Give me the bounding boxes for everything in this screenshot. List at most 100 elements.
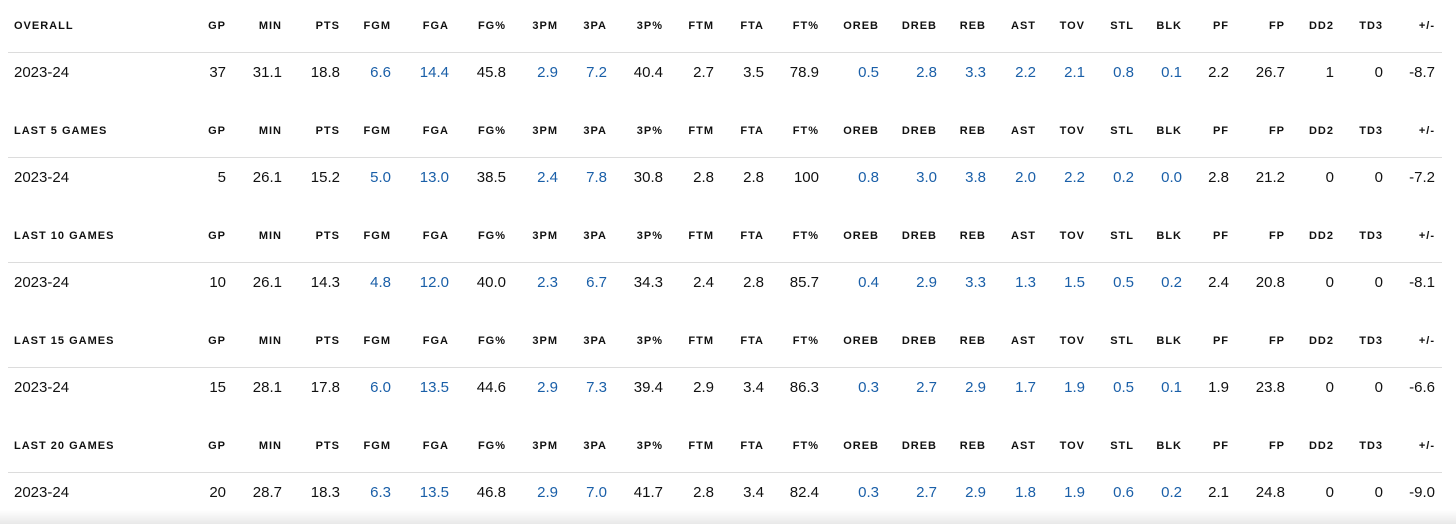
column-header-3pa: 3PA	[561, 105, 607, 157]
stat-3pm-link[interactable]: 2.4	[512, 158, 558, 196]
stat-td3-value: 0	[1337, 368, 1383, 406]
stat-3p-pct-value: 40.4	[617, 53, 663, 91]
stat-3pm-link[interactable]: 2.9	[512, 368, 558, 406]
column-header-3pm: 3PM	[512, 420, 558, 472]
column-header-ast: AST	[990, 0, 1036, 52]
stat-oreb-link[interactable]: 0.4	[833, 263, 879, 301]
stat-dreb-link[interactable]: 2.7	[891, 473, 937, 511]
column-header-3p-pct: 3P%	[617, 0, 663, 52]
stat-blk-link[interactable]: 0.2	[1136, 473, 1182, 511]
stat-ast-link[interactable]: 1.8	[990, 473, 1036, 511]
column-header-ftm: FTM	[668, 315, 714, 367]
column-header-stl: STL	[1088, 420, 1134, 472]
stat-fp-value: 26.7	[1239, 53, 1285, 91]
stat-dreb-link[interactable]: 3.0	[891, 158, 937, 196]
stat-stl-link[interactable]: 0.5	[1088, 263, 1134, 301]
column-header-fga: FGA	[403, 210, 449, 262]
stat-blk-link[interactable]: 0.0	[1136, 158, 1182, 196]
stat-dd2-value: 0	[1288, 368, 1334, 406]
stat-tov-link[interactable]: 1.5	[1039, 263, 1085, 301]
stat-stl-link[interactable]: 0.5	[1088, 368, 1134, 406]
column-header-fp: FP	[1239, 105, 1285, 157]
column-header-fgm: FGM	[345, 210, 391, 262]
stat-3pa-link[interactable]: 7.0	[561, 473, 607, 511]
column-header-fp: FP	[1239, 315, 1285, 367]
stat-fga-link[interactable]: 12.0	[403, 263, 449, 301]
stat-reb-link[interactable]: 3.3	[940, 263, 986, 301]
stat-ftm-value: 2.9	[668, 368, 714, 406]
stat-3pm-link[interactable]: 2.9	[512, 53, 558, 91]
column-header-blk: BLK	[1136, 0, 1182, 52]
column-header-3pa: 3PA	[561, 315, 607, 367]
stat-3pa-link[interactable]: 6.7	[561, 263, 607, 301]
stat-fga-link[interactable]: 13.5	[403, 368, 449, 406]
stat-3pm-link[interactable]: 2.9	[512, 473, 558, 511]
stat-plus-minus-value: -8.7	[1389, 53, 1435, 91]
column-header-min: MIN	[236, 105, 282, 157]
stat-3pa-link[interactable]: 7.2	[561, 53, 607, 91]
stat-plus-minus-value: -6.6	[1389, 368, 1435, 406]
stat-3pa-link[interactable]: 7.3	[561, 368, 607, 406]
stat-ftm-value: 2.4	[668, 263, 714, 301]
stat-ast-link[interactable]: 1.7	[990, 368, 1036, 406]
section-title: LAST 15 GAMES	[14, 315, 114, 367]
column-header-stl: STL	[1088, 105, 1134, 157]
column-header-reb: REB	[940, 315, 986, 367]
column-header-ft-pct: FT%	[773, 105, 819, 157]
stat-gp-value: 10	[180, 263, 226, 301]
stat-oreb-link[interactable]: 0.3	[833, 473, 879, 511]
stat-tov-link[interactable]: 1.9	[1039, 368, 1085, 406]
stat-ast-link[interactable]: 2.0	[990, 158, 1036, 196]
column-header-gp: GP	[180, 0, 226, 52]
stat-reb-link[interactable]: 3.3	[940, 53, 986, 91]
column-header-plus-minus: +/-	[1389, 210, 1435, 262]
stat-oreb-link[interactable]: 0.5	[833, 53, 879, 91]
column-header-fga: FGA	[403, 315, 449, 367]
column-header-blk: BLK	[1136, 105, 1182, 157]
stat-ast-link[interactable]: 2.2	[990, 53, 1036, 91]
stat-fta-value: 3.4	[718, 368, 764, 406]
stat-fgm-link[interactable]: 5.0	[345, 158, 391, 196]
column-header-plus-minus: +/-	[1389, 315, 1435, 367]
column-header-pf: PF	[1183, 0, 1229, 52]
stat-blk-link[interactable]: 0.1	[1136, 368, 1182, 406]
column-header-ft-pct: FT%	[773, 0, 819, 52]
column-header-fg-pct: FG%	[460, 315, 506, 367]
stat-3pm-link[interactable]: 2.3	[512, 263, 558, 301]
stat-fga-link[interactable]: 13.5	[403, 473, 449, 511]
stat-reb-link[interactable]: 2.9	[940, 368, 986, 406]
column-header-3pm: 3PM	[512, 105, 558, 157]
stat-fgm-link[interactable]: 6.0	[345, 368, 391, 406]
stat-pf-value: 2.1	[1183, 473, 1229, 511]
stat-fta-value: 3.5	[718, 53, 764, 91]
stat-oreb-link[interactable]: 0.8	[833, 158, 879, 196]
stat-blk-link[interactable]: 0.1	[1136, 53, 1182, 91]
stat-fgm-link[interactable]: 6.3	[345, 473, 391, 511]
stat-reb-link[interactable]: 2.9	[940, 473, 986, 511]
stat-dreb-link[interactable]: 2.9	[891, 263, 937, 301]
stat-fga-link[interactable]: 13.0	[403, 158, 449, 196]
stat-fga-link[interactable]: 14.4	[403, 53, 449, 91]
stat-tov-link[interactable]: 2.2	[1039, 158, 1085, 196]
stat-dreb-link[interactable]: 2.7	[891, 368, 937, 406]
stat-dd2-value: 1	[1288, 53, 1334, 91]
stat-stl-link[interactable]: 0.6	[1088, 473, 1134, 511]
stat-stl-link[interactable]: 0.2	[1088, 158, 1134, 196]
stat-fgm-link[interactable]: 4.8	[345, 263, 391, 301]
stat-ast-link[interactable]: 1.3	[990, 263, 1036, 301]
stat-tov-link[interactable]: 1.9	[1039, 473, 1085, 511]
stat-3pa-link[interactable]: 7.8	[561, 158, 607, 196]
column-header-3pm: 3PM	[512, 315, 558, 367]
stat-reb-link[interactable]: 3.8	[940, 158, 986, 196]
column-header-gp: GP	[180, 420, 226, 472]
column-header-pf: PF	[1183, 210, 1229, 262]
stat-stl-link[interactable]: 0.8	[1088, 53, 1134, 91]
stat-oreb-link[interactable]: 0.3	[833, 368, 879, 406]
stat-dreb-link[interactable]: 2.8	[891, 53, 937, 91]
stat-blk-link[interactable]: 0.2	[1136, 263, 1182, 301]
stat-tov-link[interactable]: 2.1	[1039, 53, 1085, 91]
column-header-tov: TOV	[1039, 105, 1085, 157]
column-header-3pa: 3PA	[561, 420, 607, 472]
stat-fgm-link[interactable]: 6.6	[345, 53, 391, 91]
